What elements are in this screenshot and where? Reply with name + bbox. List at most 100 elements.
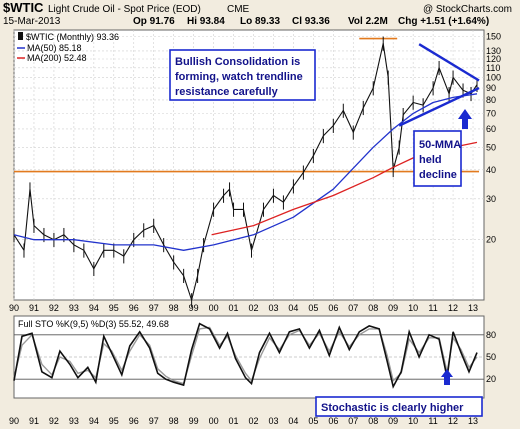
x-tick-label: 00 <box>209 303 219 313</box>
stochastic-x-tick-label: 00 <box>209 416 219 426</box>
x-tick-label: 13 <box>468 303 478 313</box>
stochastic-x-tick-label: 95 <box>109 416 119 426</box>
stochastic-x-tick-label: 06 <box>328 416 338 426</box>
x-tick-label: 05 <box>308 303 318 313</box>
stochastic-note-label: Stochastic is clearly higher <box>321 402 464 414</box>
ma50-series-line <box>13 93 478 251</box>
stochastic-x-tick-label: 90 <box>9 416 19 426</box>
x-tick-label: 01 <box>229 303 239 313</box>
stochastic-x-tick-label: 04 <box>288 416 298 426</box>
watermark: @ StockCharts.com <box>423 4 512 15</box>
x-tick-label: 92 <box>49 303 59 313</box>
x-tick-label: 91 <box>29 303 39 313</box>
stochastic-x-tick-label: 97 <box>149 416 159 426</box>
high-value: Hi 93.84 <box>187 16 225 27</box>
y-tick-label: 40 <box>486 165 496 175</box>
consolidation-annotation: Bullish Consolidation is forming, watch … <box>169 49 316 101</box>
stochastic-x-tick-label: 98 <box>169 416 179 426</box>
stochastic-x-tick-label: 09 <box>388 416 398 426</box>
x-tick-label: 11 <box>428 303 437 313</box>
y-tick-label: 90 <box>486 83 496 93</box>
stochastic-x-axis: 90 91 92 93 94 95 96 97 98 99 00 01 02 03 04 05 06 07 08 09… <box>9 416 478 426</box>
y-tick-label: 30 <box>486 194 496 204</box>
ma-note-line-3: decline <box>419 169 457 181</box>
x-tick-label: 10 <box>408 303 418 313</box>
x-tick-label: 99 <box>189 303 199 313</box>
x-tick-label: 06 <box>328 303 338 313</box>
price-legend-label: $WTIC (Monthly) 93.36 <box>26 32 119 42</box>
up-arrow-icon <box>458 109 472 129</box>
stochastic-x-tick-label: 11 <box>428 416 437 426</box>
y-tick-label: 110 <box>486 63 500 73</box>
stochastic-title: Full STO %K(9,5) %D(3) 55.52, 49.68 <box>18 319 169 329</box>
x-tick-label: 90 <box>9 303 19 313</box>
stochastic-x-tick-label: 03 <box>268 416 278 426</box>
consolidation-box <box>169 49 316 101</box>
consolidation-line-1: Bullish Consolidation is <box>175 56 300 68</box>
x-tick-label: 03 <box>268 303 278 313</box>
close-value: Cl 93.36 <box>292 16 330 27</box>
stochastic-x-tick-label: 93 <box>69 416 79 426</box>
stochastic-x-tick-label: 13 <box>468 416 478 426</box>
stochastic-x-tick-label: 07 <box>348 416 358 426</box>
x-tick-label: 02 <box>248 303 258 313</box>
stochastic-x-tick-label: 08 <box>368 416 378 426</box>
change-value: Chg +1.51 (+1.64%) <box>398 16 489 27</box>
y-tick-label: 50 <box>486 142 496 152</box>
y-tick-label: 120 <box>486 54 501 64</box>
stochastic-x-tick-label: 10 <box>408 416 418 426</box>
stochastic-y-tick-label: 50 <box>486 352 496 362</box>
date-label: 15-Mar-2013 <box>3 16 61 27</box>
x-tick-label: 94 <box>89 303 99 313</box>
y-tick-label: 130 <box>486 46 501 56</box>
ma-note-line-2: held <box>419 154 442 166</box>
price-legend: $WTIC (Monthly) 93.36 MA(50) 85.18 MA(20… <box>17 32 119 63</box>
stochastic-x-tick-label: 94 <box>89 416 99 426</box>
ma-note-box <box>413 130 462 187</box>
stochastic-y-axis: 80 50 20 <box>486 330 496 384</box>
x-tick-label: 97 <box>149 303 159 313</box>
stochastic-x-tick-label: 01 <box>229 416 239 426</box>
y-tick-label: 60 <box>486 124 496 134</box>
y-tick-label: 80 <box>486 95 496 105</box>
x-tick-label: 96 <box>129 303 139 313</box>
y-tick-label: 70 <box>486 108 496 118</box>
x-tick-label: 93 <box>69 303 79 313</box>
stochastic-x-tick-label: 05 <box>308 416 318 426</box>
y-tick-label: 150 <box>486 32 501 42</box>
stochastic-x-tick-label: 12 <box>448 416 458 426</box>
exchange-label: CME <box>227 4 250 15</box>
y-tick-label: 100 <box>486 72 501 82</box>
x-tick-label: 98 <box>169 303 179 313</box>
price-legend-swatch <box>18 32 23 40</box>
trendline <box>418 43 480 82</box>
stochastic-x-tick-label: 99 <box>189 416 199 426</box>
stochastic-x-tick-label: 02 <box>248 416 258 426</box>
stochastic-x-tick-label: 96 <box>129 416 139 426</box>
y-tick-label: 20 <box>486 235 496 245</box>
volume-value: Vol 2.2M <box>348 16 388 27</box>
consolidation-line-3: resistance carefully <box>175 86 279 98</box>
x-tick-label: 95 <box>109 303 119 313</box>
stochastic-note-box <box>315 396 483 417</box>
stochastic-plot <box>13 322 484 389</box>
symbol-label: $WTIC <box>3 0 44 15</box>
stochastic-y-tick-label: 80 <box>486 330 496 340</box>
price-x-axis: 90 91 92 93 94 95 96 97 98 99 00 01 02 03 04 05 06 07 08 09… <box>9 303 478 313</box>
ma50-legend-label: MA(50) 85.18 <box>27 43 82 53</box>
ma-note-line-1: 50-MMA <box>419 139 461 151</box>
price-series-line <box>13 42 478 301</box>
stochastic-annotation: Stochastic is clearly higher <box>315 396 483 417</box>
stochastic-arrow-icon <box>441 369 453 385</box>
stochastic-y-tick-label: 20 <box>486 374 496 384</box>
ma200-legend-label: MA(200) 52.48 <box>27 53 87 63</box>
stochastic-k-line <box>13 322 478 389</box>
x-tick-label: 08 <box>368 303 378 313</box>
x-tick-label: 07 <box>348 303 358 313</box>
chart-title: Light Crude Oil - Spot Price (EOD) <box>48 4 201 15</box>
stochastic-x-tick-label: 92 <box>49 416 59 426</box>
consolidation-line-2: forming, watch trendline <box>175 71 303 83</box>
